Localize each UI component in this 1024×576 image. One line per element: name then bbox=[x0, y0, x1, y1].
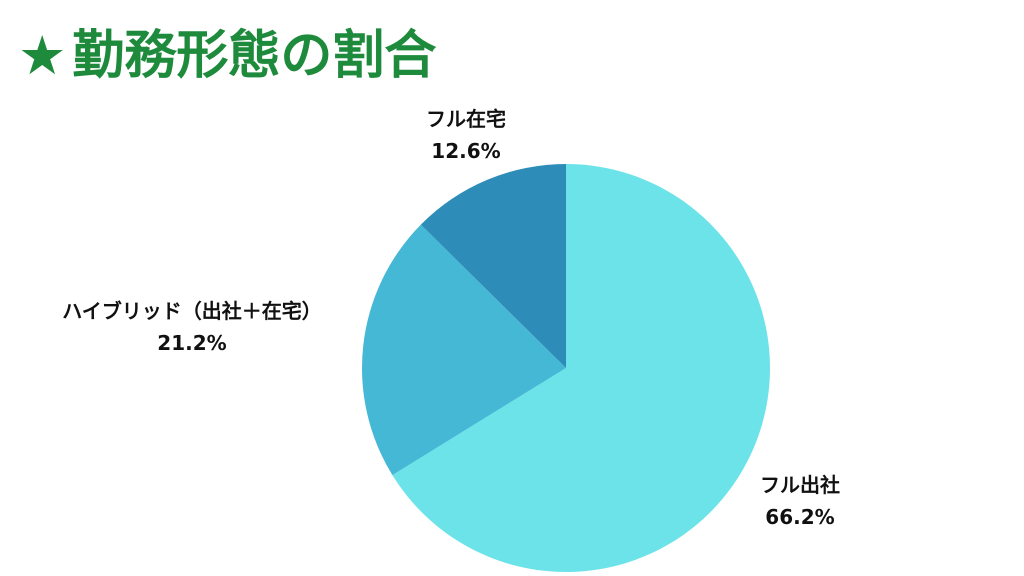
chart-title: 勤務形態の割合 bbox=[72, 26, 437, 86]
slice-label: フル在宅 bbox=[426, 107, 506, 131]
star-icon: ★ bbox=[18, 24, 67, 87]
slice-value-label: 21.2% bbox=[157, 331, 226, 355]
pie-slice bbox=[420, 164, 566, 368]
slice-label: ハイブリッド（出社＋在宅） bbox=[62, 299, 322, 323]
page-title: ★ 勤務形態の割合 bbox=[18, 14, 436, 98]
slice-value-label: 66.2% bbox=[765, 505, 834, 529]
pie-slice bbox=[392, 164, 770, 572]
slice-value-label: 12.6% bbox=[431, 139, 500, 163]
slice-label: フル出社 bbox=[760, 473, 840, 497]
pie-slice bbox=[362, 224, 566, 476]
